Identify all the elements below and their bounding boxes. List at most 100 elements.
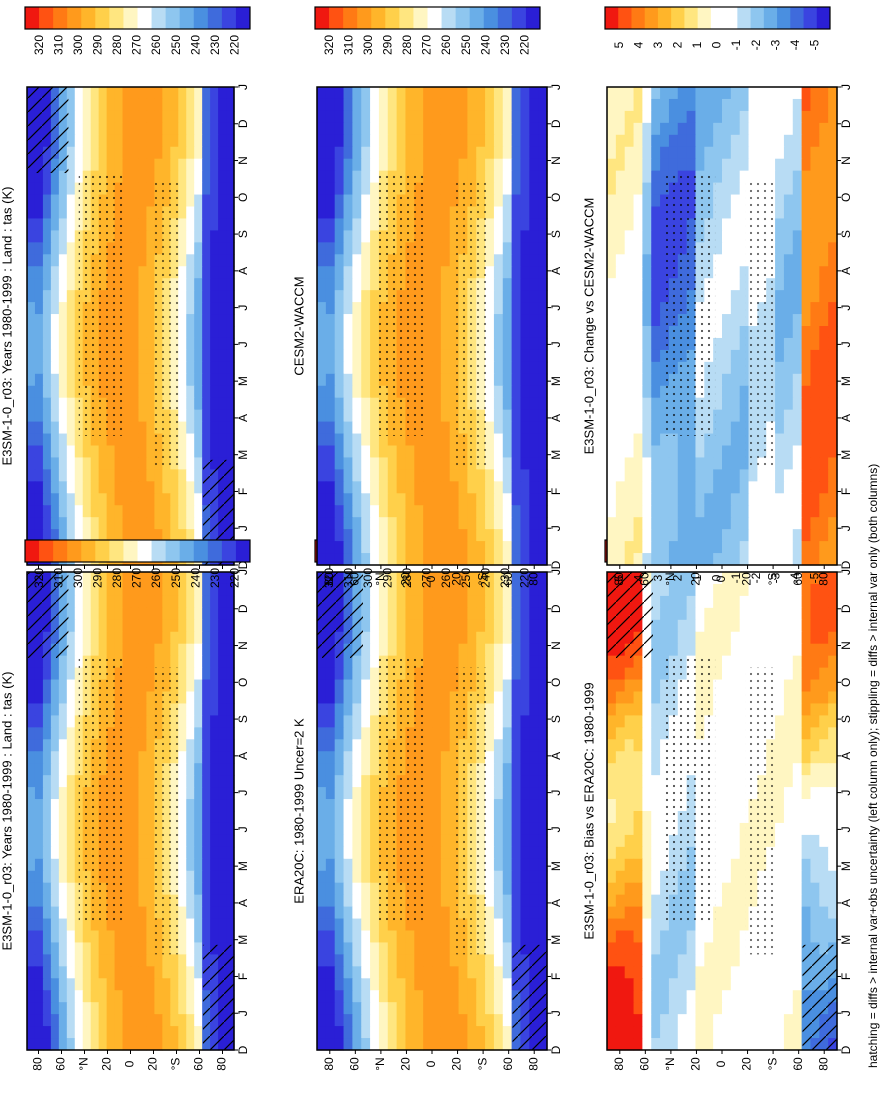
heatmap-cell bbox=[502, 906, 513, 920]
heatmap-cell bbox=[414, 1002, 424, 1015]
lat-tick-label: 20 bbox=[100, 1057, 114, 1071]
heatmap-cell bbox=[361, 643, 371, 657]
heatmap-cell bbox=[440, 122, 451, 136]
heatmap-cell bbox=[317, 667, 327, 681]
heatmap-cell bbox=[138, 918, 148, 932]
heatmap-cell bbox=[34, 409, 44, 423]
heatmap-cell bbox=[511, 242, 522, 255]
heatmap-cell bbox=[440, 858, 451, 872]
heatmap-cell bbox=[325, 846, 336, 860]
heatmap-cell bbox=[361, 619, 371, 633]
heatmap-cell bbox=[538, 409, 548, 423]
heatmap-cell bbox=[485, 583, 495, 597]
heatmap-cell bbox=[432, 667, 442, 681]
heatmap-cell bbox=[106, 158, 116, 172]
heatmap-cell bbox=[458, 1026, 468, 1039]
heatmap-cell bbox=[520, 481, 530, 494]
lat-tick-label: 0 bbox=[424, 1060, 438, 1067]
heatmap-cell bbox=[334, 409, 345, 423]
heatmap-cell bbox=[352, 679, 362, 693]
heatmap-cell bbox=[538, 906, 548, 920]
heatmap-cell bbox=[440, 607, 451, 621]
heatmap-cell bbox=[178, 122, 187, 136]
heatmap-cell bbox=[210, 134, 219, 148]
heatmap-cell bbox=[106, 122, 116, 136]
heatmap-cell bbox=[485, 978, 495, 991]
heatmap-cell bbox=[66, 98, 76, 112]
heatmap-cell bbox=[50, 834, 60, 848]
heatmap-cell bbox=[130, 337, 140, 351]
heatmap-cell bbox=[325, 266, 336, 279]
month-tick-label: O bbox=[236, 193, 250, 202]
heatmap-cell bbox=[520, 326, 530, 339]
heatmap-cell bbox=[154, 978, 163, 991]
heatmap-cell bbox=[485, 290, 495, 303]
heatmap-cell bbox=[58, 457, 68, 470]
heatmap-cell bbox=[387, 631, 398, 645]
panel-title: E3SM-1-0_r03: Years 1980-1999 : Land : t… bbox=[0, 187, 14, 466]
heatmap-cell bbox=[130, 619, 140, 633]
heatmap-cell bbox=[730, 703, 741, 716]
heatmap-cell bbox=[226, 218, 235, 231]
heatmap-cell bbox=[730, 787, 741, 800]
month-tick-label: N bbox=[236, 641, 250, 650]
heatmap-cell bbox=[423, 553, 433, 566]
heatmap-cell bbox=[58, 326, 68, 339]
heatmap-cell bbox=[432, 583, 442, 597]
heatmap-cell bbox=[226, 763, 235, 776]
heatmap-cell bbox=[511, 703, 522, 716]
heatmap-cell bbox=[828, 739, 838, 752]
heatmap-cell bbox=[343, 751, 353, 764]
heatmap-cell bbox=[146, 505, 155, 518]
colorbar-tick-label: 290 bbox=[91, 568, 105, 588]
heatmap-cell bbox=[202, 87, 211, 100]
heatmap-cell bbox=[317, 930, 327, 944]
heatmap-cell bbox=[210, 110, 219, 124]
heatmap-cell bbox=[186, 194, 195, 208]
heatmap-cell bbox=[423, 146, 433, 160]
heatmap-cell bbox=[178, 799, 187, 812]
heatmap-cell bbox=[432, 302, 442, 315]
heatmap-cell bbox=[162, 1026, 171, 1039]
heatmap-cell bbox=[138, 954, 148, 967]
heatmap-cell bbox=[138, 619, 148, 633]
heatmap-cell bbox=[529, 194, 539, 208]
heatmap-cell bbox=[801, 727, 812, 740]
heatmap-cell bbox=[325, 918, 336, 932]
heatmap-cell bbox=[202, 98, 211, 112]
heatmap-cell bbox=[343, 397, 353, 411]
heatmap-cell bbox=[511, 421, 522, 435]
heatmap-cell bbox=[317, 481, 327, 494]
heatmap-cell bbox=[122, 894, 132, 908]
heatmap-cell bbox=[352, 517, 362, 530]
heatmap-cell bbox=[352, 505, 362, 518]
heatmap-cell bbox=[423, 595, 433, 609]
heatmap-cell bbox=[82, 918, 92, 932]
heatmap-cell bbox=[178, 954, 187, 967]
heatmap-cell bbox=[317, 715, 327, 728]
heatmap-cell bbox=[485, 314, 495, 327]
heatmap-cell bbox=[210, 882, 219, 896]
heatmap-cell bbox=[194, 517, 203, 530]
heatmap-cell bbox=[801, 572, 812, 585]
colorbar-tick-label: 240 bbox=[478, 35, 492, 55]
heatmap-cell bbox=[194, 373, 203, 387]
heatmap-cell bbox=[458, 158, 468, 172]
heatmap-cell bbox=[493, 787, 504, 800]
heatmap-cell bbox=[511, 595, 522, 609]
heatmap-cell bbox=[493, 990, 504, 1003]
heatmap-cell bbox=[414, 493, 424, 506]
heatmap-cell bbox=[432, 882, 442, 896]
heatmap-cell bbox=[529, 421, 539, 435]
heatmap-cell bbox=[50, 667, 60, 681]
heatmap-cell bbox=[396, 990, 407, 1003]
heatmap-cell bbox=[226, 230, 235, 243]
heatmap-cell bbox=[757, 607, 767, 621]
heatmap-cell bbox=[387, 1014, 398, 1027]
heatmap-cell bbox=[730, 727, 741, 740]
heatmap-cell bbox=[485, 727, 495, 740]
heatmap-cell bbox=[414, 643, 424, 657]
heatmap-cell bbox=[66, 858, 76, 872]
heatmap-cell bbox=[194, 469, 203, 482]
heatmap-cell bbox=[34, 481, 44, 494]
